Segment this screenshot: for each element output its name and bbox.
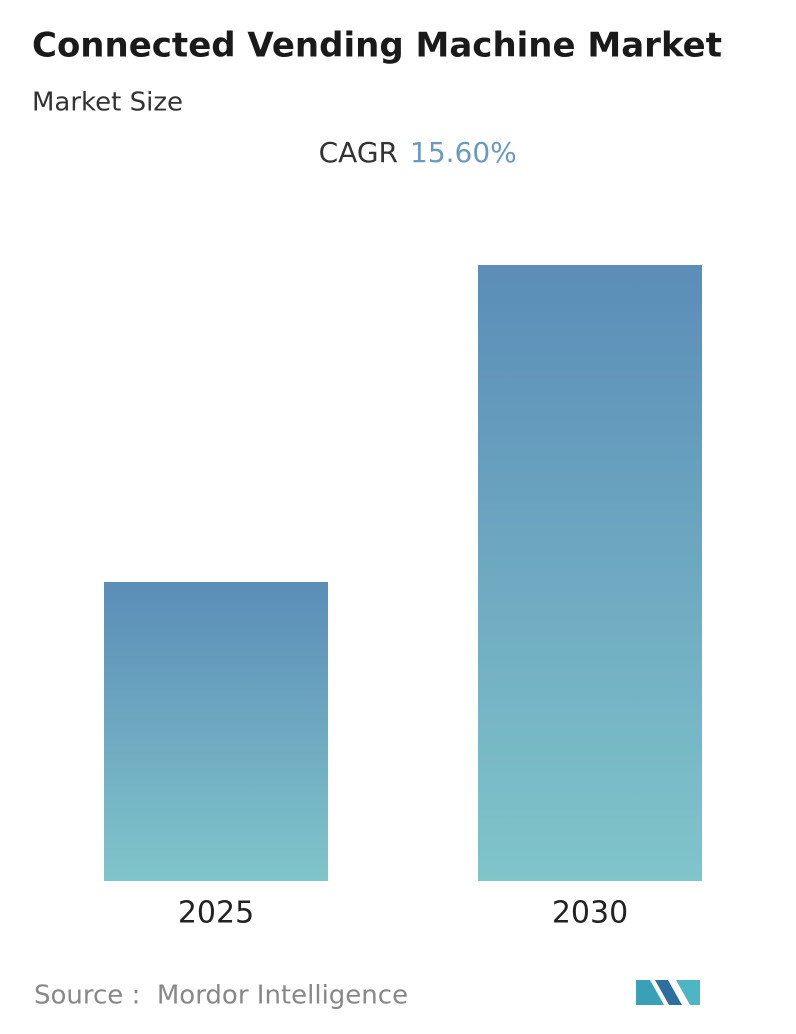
x-tick-label: 2030 — [552, 896, 628, 931]
bar — [104, 581, 328, 881]
logo — [636, 980, 700, 1005]
x-tick-label: 2025 — [178, 896, 254, 931]
cagr-label: CAGR — [319, 136, 398, 169]
bar — [478, 265, 702, 881]
cagr-value: 15.60% — [410, 136, 517, 169]
source: Source : Mordor Intelligence — [34, 981, 408, 1011]
chart-subtitle: Market Size — [32, 88, 183, 118]
chart-title: Connected Vending Machine Market — [32, 26, 722, 66]
